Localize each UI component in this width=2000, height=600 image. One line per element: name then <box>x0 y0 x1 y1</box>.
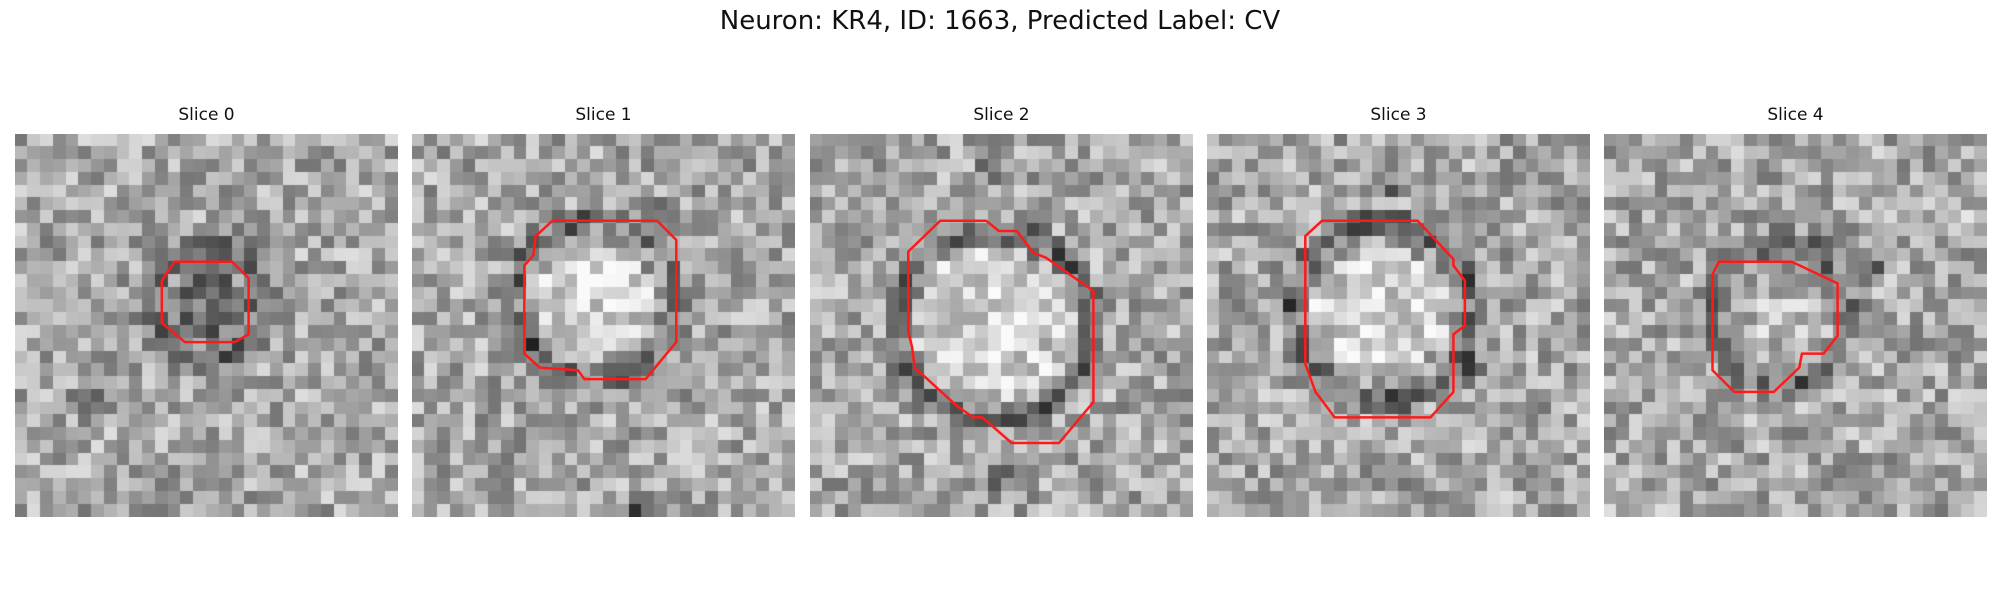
grayscale-image <box>1207 134 1590 517</box>
contour-overlay <box>907 219 1095 445</box>
contour-overlay <box>1711 260 1839 394</box>
roi-contour <box>907 219 1095 445</box>
grayscale-image <box>810 134 1193 517</box>
slice-title: Slice 4 <box>1767 105 1824 125</box>
roi-contour <box>523 219 678 381</box>
roi-contour <box>1304 219 1467 419</box>
slice-image <box>1207 134 1590 517</box>
roi-contour <box>1711 260 1839 394</box>
contour-overlay <box>523 219 678 381</box>
slice-title: Slice 2 <box>973 105 1030 125</box>
slice-title: Slice 0 <box>178 105 235 125</box>
slice-image <box>810 134 1193 517</box>
slice-image <box>1604 134 1987 517</box>
grayscale-image <box>1604 134 1987 517</box>
slice-title: Slice 3 <box>1370 105 1427 125</box>
grayscale-image <box>15 134 398 517</box>
figure-title: Neuron: KR4, ID: 1663, Predicted Label: … <box>719 6 1281 36</box>
grayscale-image <box>412 134 795 517</box>
slice-image <box>412 134 795 517</box>
contour-overlay <box>160 260 250 344</box>
roi-contour <box>160 260 250 344</box>
slice-title: Slice 1 <box>575 105 632 125</box>
contour-overlay <box>1304 219 1467 419</box>
slice-image <box>15 134 398 517</box>
